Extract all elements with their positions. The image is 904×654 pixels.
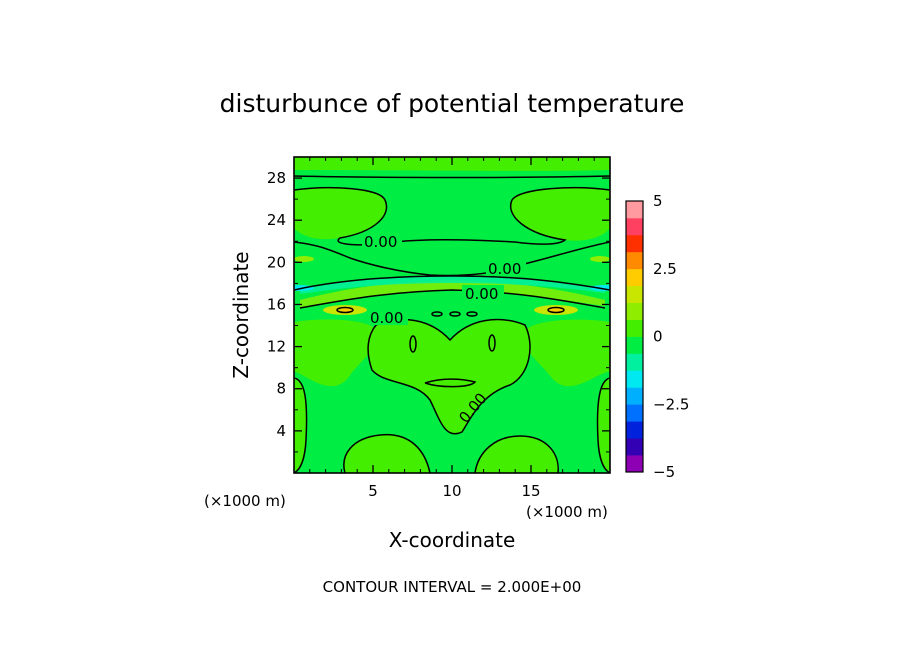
colorbar-frame	[625, 200, 644, 473]
contour-label: 0.00	[488, 260, 521, 278]
field-region-middle	[294, 319, 378, 387]
y-tick-label: 4	[276, 422, 286, 440]
colorbar-tick-label: −5	[653, 463, 675, 481]
colorbar-segment	[626, 404, 643, 422]
colorbar-tick-label: −2.5	[653, 395, 689, 413]
x-tick-label: 15	[521, 482, 540, 500]
z-unit-label: (×1000 m)	[526, 503, 608, 521]
colorbar-segment	[626, 201, 643, 219]
contour-label: 0.00	[364, 233, 397, 251]
x-unit-label: (×1000 m)	[204, 492, 286, 510]
field-region-bottom-left	[343, 434, 430, 473]
contour-lines	[294, 175, 610, 473]
field-region-right-edge	[597, 378, 610, 473]
colorbar-segment	[626, 438, 643, 456]
colorbar-segment	[626, 455, 643, 473]
colorbar-tick-label: 0	[653, 328, 663, 346]
colorbar-segment	[626, 370, 643, 388]
colorbar-segment	[626, 319, 643, 337]
x-tick-label: 10	[442, 482, 461, 500]
x-axis: 5 10 15	[309, 157, 595, 500]
field-region-middle-right	[522, 319, 610, 387]
plot-area: 0.00 0.00 0.00 0.00 0.00	[293, 156, 611, 474]
contour-interval-text: CONTOUR INTERVAL = 2.000E+00	[323, 578, 582, 596]
field-spot-left-z20	[294, 256, 314, 262]
colorbar-segment	[626, 336, 643, 354]
colorbar-segment	[626, 234, 643, 253]
y-tick-label: 8	[276, 380, 286, 398]
y-tick-label: 24	[267, 211, 286, 229]
colorbar-segment	[626, 387, 643, 405]
y-tick-label: 16	[267, 295, 286, 313]
x-tick-label: 5	[368, 482, 378, 500]
colorbar-segment	[626, 353, 643, 371]
field-spot-hot-left	[340, 308, 354, 312]
colorbar-segment	[626, 302, 643, 320]
colorbar-segment	[626, 251, 643, 270]
y-axis: 4 8 12 16 20 24 28	[267, 169, 610, 453]
field-band-cold	[300, 276, 605, 294]
y-tick-label: 12	[267, 338, 286, 356]
colorbar-segment	[626, 285, 643, 304]
colorbar-segment	[626, 217, 643, 236]
field-region-left-edge	[294, 378, 307, 473]
contour-labels: 0.00 0.00 0.00 0.00 0.00	[362, 233, 526, 427]
field-spot-hot-right	[548, 308, 562, 312]
colorbar-tick-label: 2.5	[653, 260, 677, 278]
colorbar-segment	[626, 268, 643, 287]
y-tick-label: 28	[267, 169, 286, 187]
field-band	[300, 280, 605, 308]
field-spot-right-z20	[590, 256, 610, 262]
field-region-bottom-right	[475, 436, 559, 473]
field-region-upper-left	[294, 187, 387, 240]
contour-label: 0.00	[465, 285, 498, 303]
y-axis-title: Z-coordinate	[229, 251, 253, 378]
colorbar: 5 2.5 0 −2.5 −5	[625, 192, 689, 481]
y-tick-label: 20	[267, 253, 286, 271]
chart-title: disturbunce of potential temperature	[220, 89, 685, 118]
contour-label: 0.00	[370, 309, 403, 327]
x-axis-title: X-coordinate	[389, 528, 516, 552]
colorbar-tick-label: 5	[653, 192, 663, 210]
colorbar-segment	[626, 421, 643, 439]
field-region-upper-right	[510, 187, 610, 241]
